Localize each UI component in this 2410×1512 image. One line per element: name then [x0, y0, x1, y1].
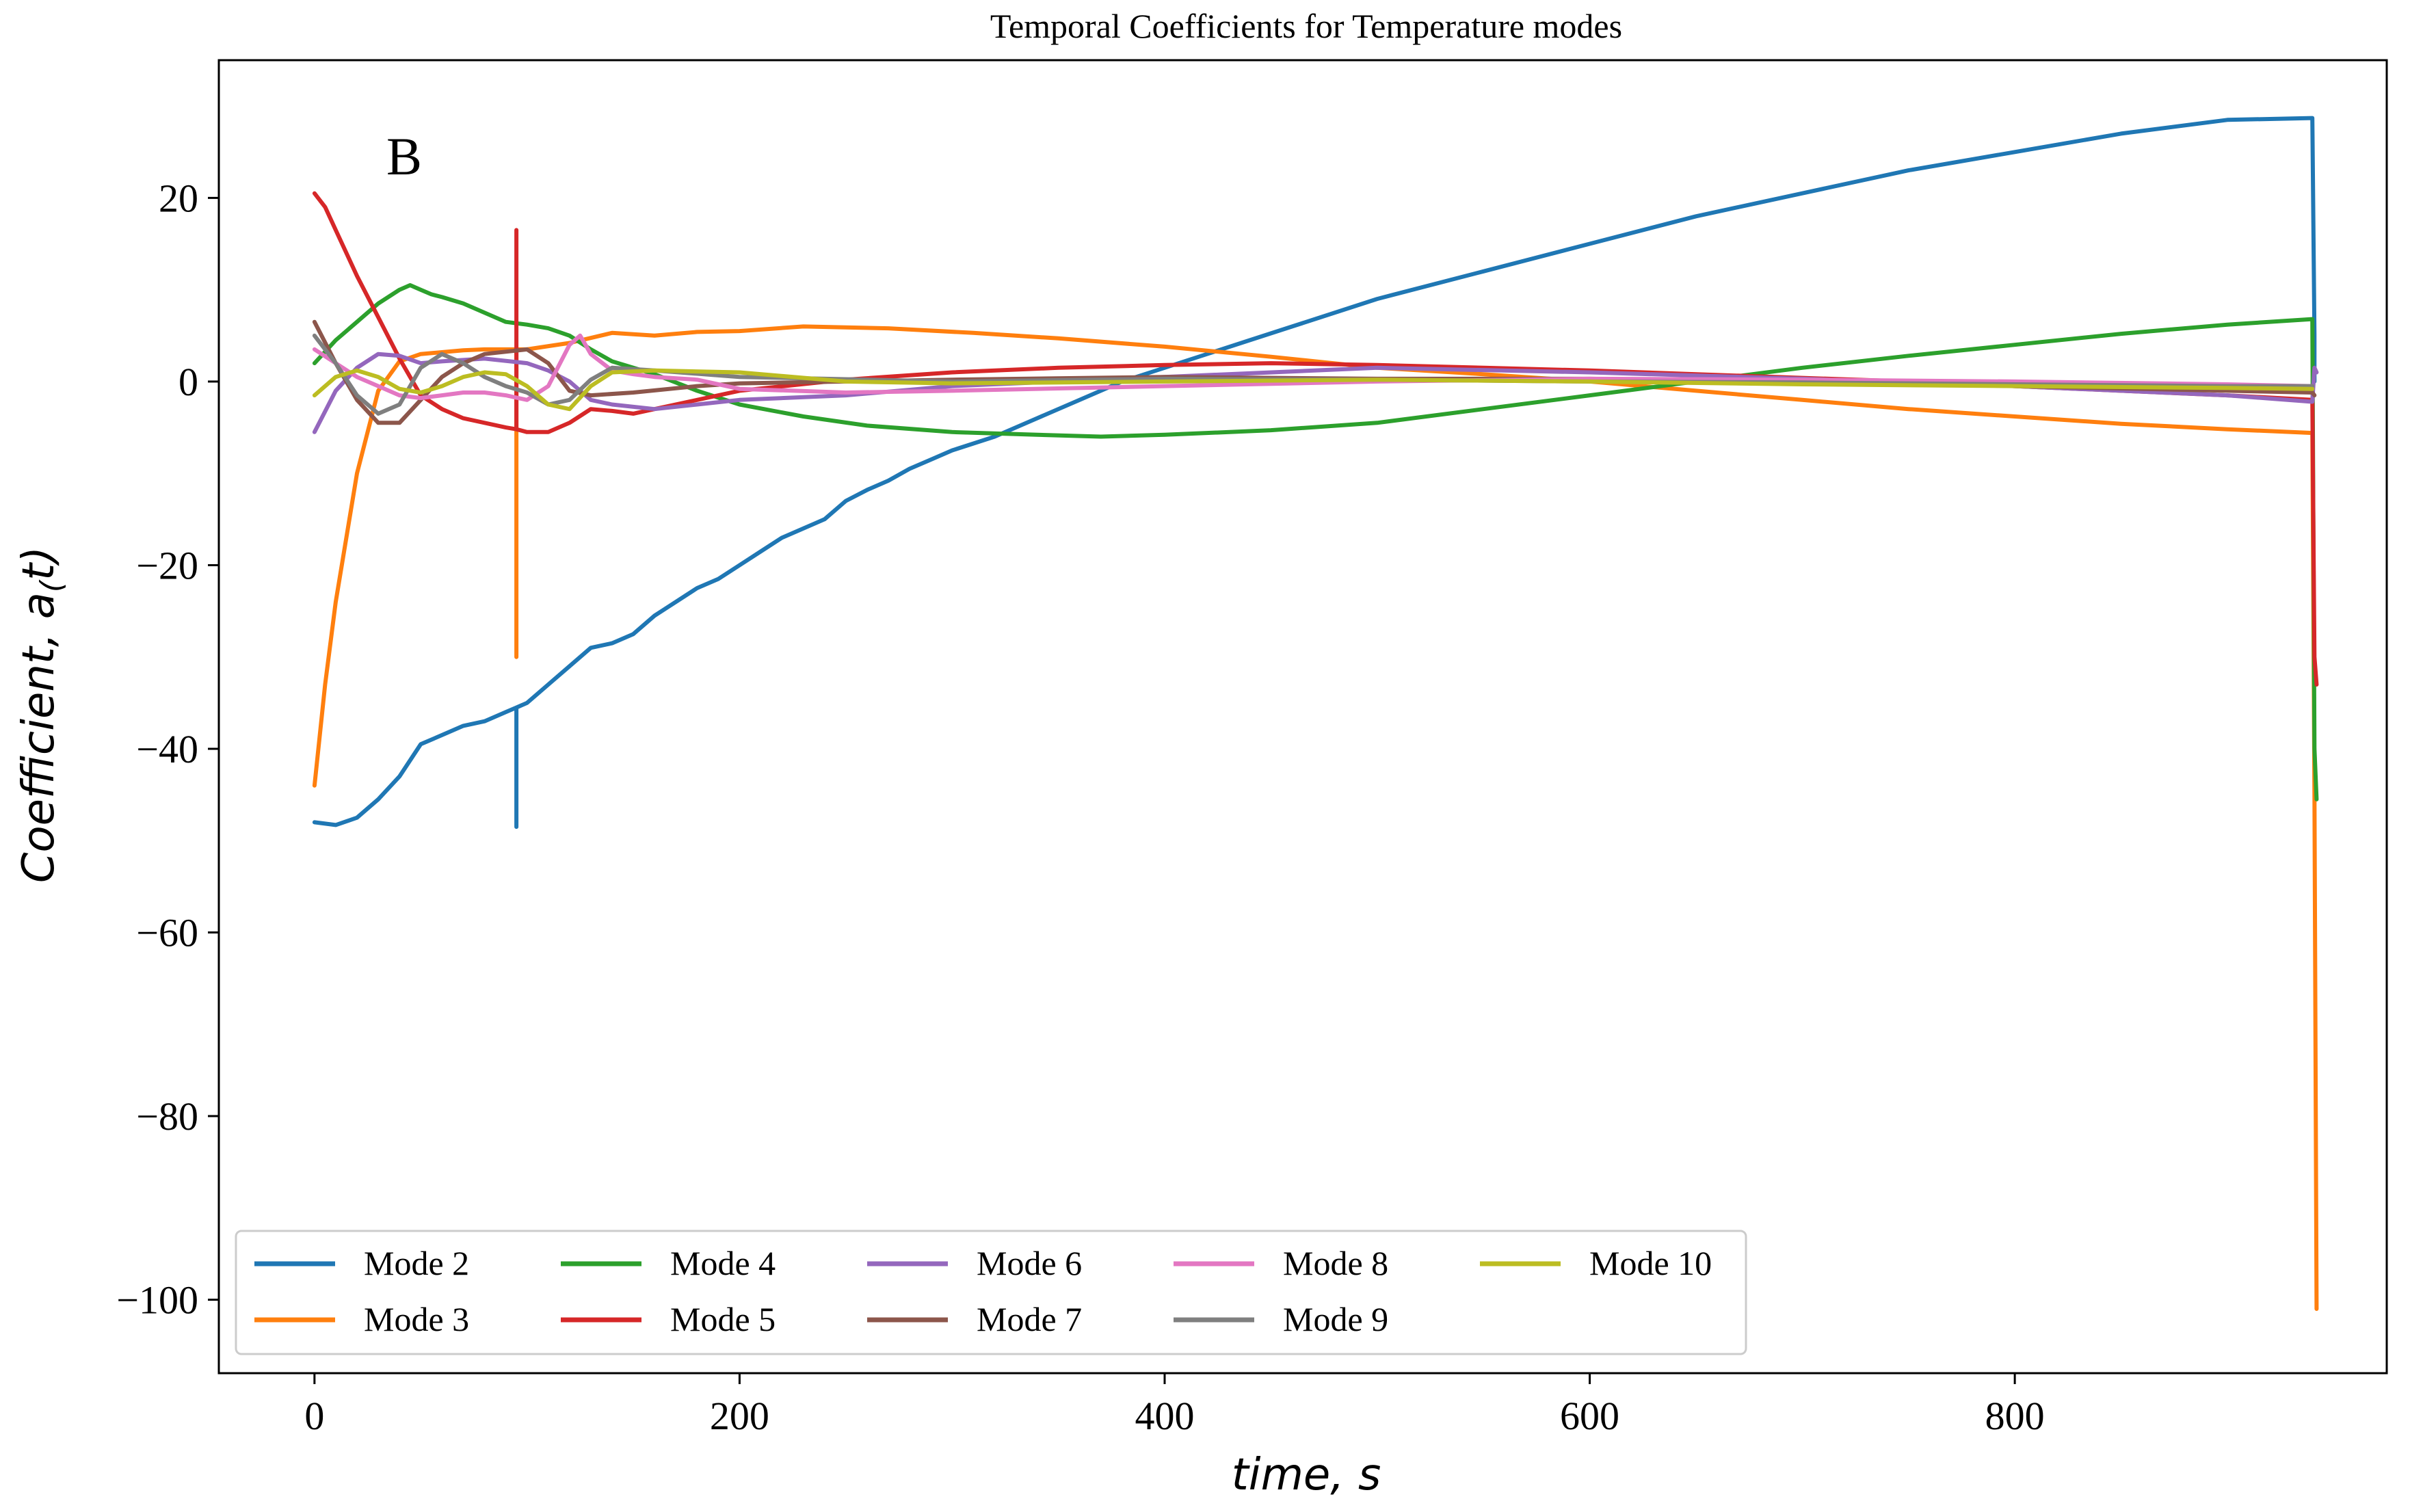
y-tick-label: −80: [136, 1094, 198, 1139]
legend-label: Mode 8: [1283, 1244, 1388, 1282]
y-tick-label: 20: [159, 176, 198, 220]
y-axis-label-tail: t): [14, 546, 64, 581]
x-axis-label: time, s: [1232, 1450, 1381, 1500]
legend-label: Mode 5: [670, 1300, 776, 1338]
series-layer: [312, 116, 2319, 1311]
y-tick-label: −40: [136, 727, 198, 771]
y-tick-label: −100: [116, 1278, 198, 1323]
plot-frame: [217, 59, 2388, 1375]
legend-label: Mode 9: [1283, 1300, 1388, 1338]
y-axis-label-main: Coefficient, a: [14, 592, 64, 883]
legend-label: Mode 4: [670, 1244, 776, 1282]
x-tick-label: 200: [710, 1394, 769, 1438]
x-axis-ticks: 0 200 400 600 800: [304, 1373, 2045, 1438]
x-tick-label: 0: [304, 1394, 324, 1438]
legend: Mode 2 Mode 3 Mode 4 Mode 5 Mode 6 Mode 7 Mode…: [235, 1230, 1747, 1355]
legend-label: Mode 2: [364, 1244, 469, 1282]
legend-label: Mode 7: [977, 1300, 1082, 1338]
legend-entries: Mode 2 Mode 3 Mode 4 Mode 5 Mode 6 Mode 7 Mode…: [254, 1244, 1712, 1338]
legend-label: Mode 3: [364, 1300, 469, 1338]
x-tick-label: 800: [1985, 1394, 2045, 1438]
legend-label: Mode 10: [1589, 1244, 1712, 1282]
chart-title: Temporal Coefficients for Temperature mo…: [990, 7, 1622, 45]
y-axis-label: Coefficient, a(t): [14, 546, 69, 883]
legend-label: Mode 6: [977, 1244, 1082, 1282]
y-tick-label: −60: [136, 911, 198, 955]
y-axis-label-subscript: (: [34, 579, 69, 592]
series-line-mode-10: [312, 368, 2315, 412]
y-axis-ticks: 20 0 −20 −40 −60 −80 −100: [116, 176, 219, 1323]
x-tick-label: 600: [1560, 1394, 1619, 1438]
series-line-mode-4: [312, 283, 2319, 801]
x-tick-label: 400: [1135, 1394, 1194, 1438]
y-tick-label: −20: [136, 543, 198, 587]
series-line-mode-3: [312, 324, 2319, 1311]
series-line-mode-2: [312, 116, 2317, 830]
y-tick-label: 0: [178, 360, 198, 404]
panel-label: B: [386, 127, 422, 186]
